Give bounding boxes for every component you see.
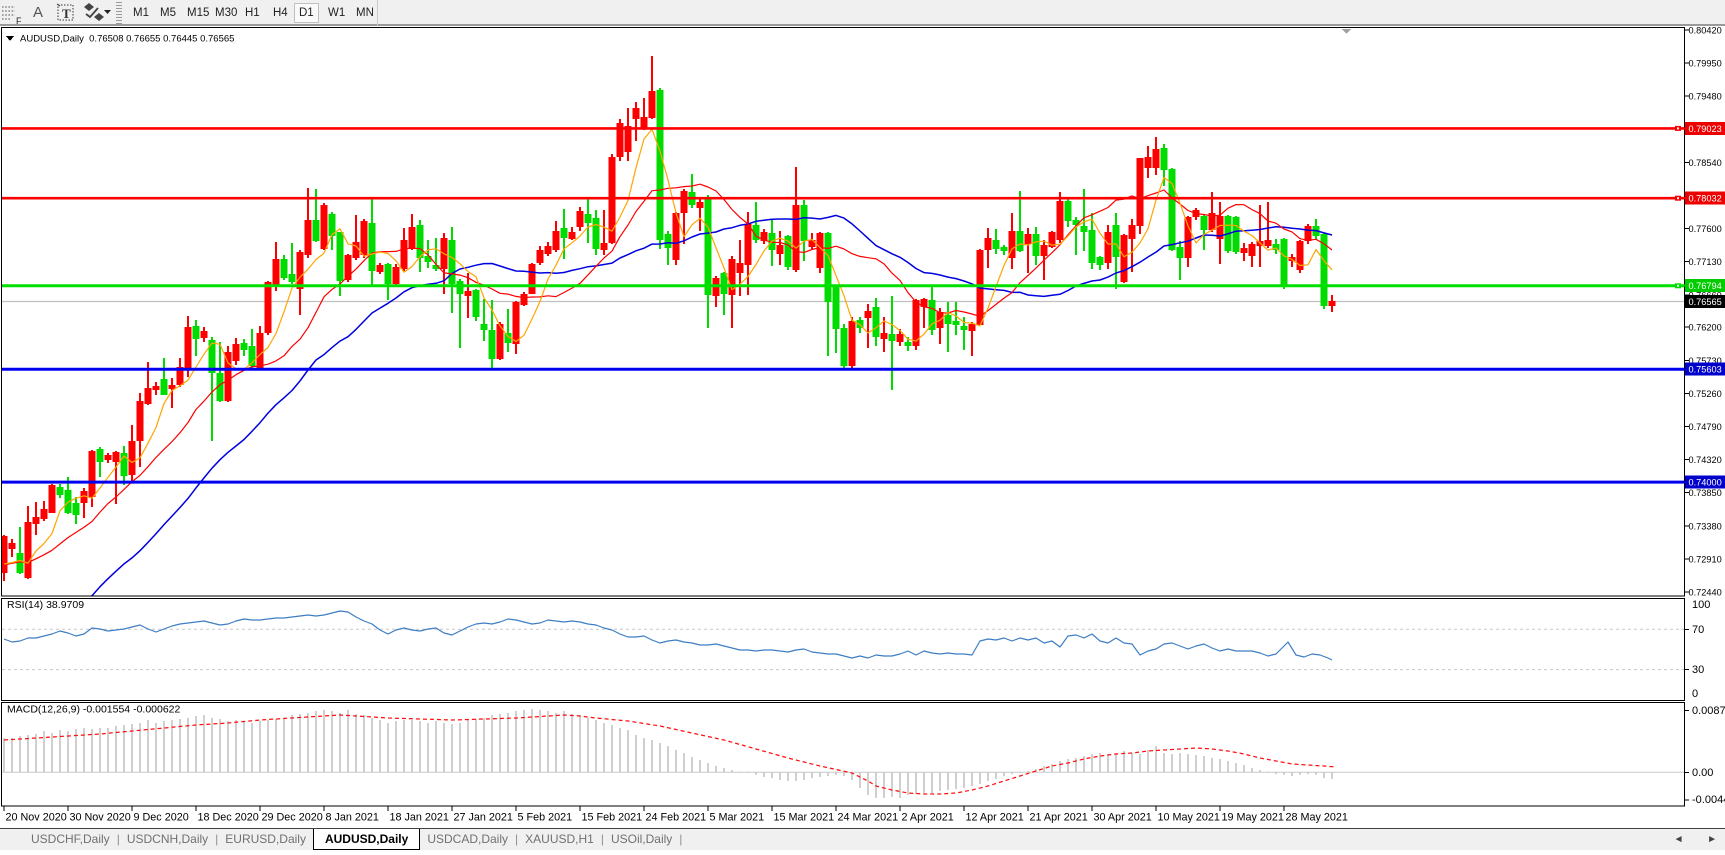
svg-text:0.74790: 0.74790 xyxy=(1689,422,1722,432)
svg-text:15 Mar 2021: 15 Mar 2021 xyxy=(774,812,835,824)
svg-text:2 Apr 2021: 2 Apr 2021 xyxy=(902,812,954,824)
svg-text:0.77600: 0.77600 xyxy=(1689,224,1722,234)
svg-text:0.75730: 0.75730 xyxy=(1689,356,1722,366)
svg-text:MACD(12,26,9) -0.001554 -0.000: MACD(12,26,9) -0.001554 -0.000622 xyxy=(7,704,181,716)
svg-text:0.72910: 0.72910 xyxy=(1689,554,1722,564)
svg-text:100: 100 xyxy=(1692,599,1710,611)
svg-text:21 Apr 2021: 21 Apr 2021 xyxy=(1030,812,1088,824)
svg-text:20 Nov 2020: 20 Nov 2020 xyxy=(6,812,67,824)
svg-text:12 Apr 2021: 12 Apr 2021 xyxy=(966,812,1024,824)
svg-text:18 Jan 2021: 18 Jan 2021 xyxy=(390,812,449,824)
svg-text:0.79950: 0.79950 xyxy=(1689,59,1722,69)
svg-text:0.80420: 0.80420 xyxy=(1689,26,1722,36)
svg-text:70: 70 xyxy=(1692,624,1704,636)
svg-text:-0.00445: -0.00445 xyxy=(1692,794,1725,806)
svg-text:0.75603: 0.75603 xyxy=(1689,365,1722,375)
svg-text:AUDUSD,Daily 0.76508 0.76655: AUDUSD,Daily 0.76508 0.76655 0.76445 0.7… xyxy=(20,34,234,45)
svg-text:0.76200: 0.76200 xyxy=(1689,323,1722,333)
svg-text:24 Feb 2021: 24 Feb 2021 xyxy=(646,812,707,824)
svg-text:T: T xyxy=(62,6,71,21)
svg-text:30 Apr 2021: 30 Apr 2021 xyxy=(1094,812,1152,824)
svg-text:0: 0 xyxy=(1692,688,1698,700)
svg-text:0.77130: 0.77130 xyxy=(1689,257,1722,267)
svg-text:29 Dec 2020: 29 Dec 2020 xyxy=(262,812,323,824)
svg-text:0.74000: 0.74000 xyxy=(1689,478,1722,488)
svg-text:0.76794: 0.76794 xyxy=(1689,281,1722,291)
svg-text:F: F xyxy=(16,16,22,26)
svg-text:0.74320: 0.74320 xyxy=(1689,455,1722,465)
svg-text:5 Feb 2021: 5 Feb 2021 xyxy=(518,812,573,824)
svg-text:10 May 2021: 10 May 2021 xyxy=(1158,812,1220,824)
svg-text:0.78032: 0.78032 xyxy=(1689,194,1722,204)
svg-text:0.72440: 0.72440 xyxy=(1689,588,1722,598)
svg-text:0.76565: 0.76565 xyxy=(1689,297,1722,307)
svg-text:19 May 2021: 19 May 2021 xyxy=(1222,812,1284,824)
svg-text:0.008782: 0.008782 xyxy=(1692,705,1725,717)
svg-text:15 Feb 2021: 15 Feb 2021 xyxy=(582,812,643,824)
svg-text:28 May 2021: 28 May 2021 xyxy=(1286,812,1348,824)
svg-text:0.75260: 0.75260 xyxy=(1689,389,1722,399)
svg-text:0.73850: 0.73850 xyxy=(1689,488,1722,498)
svg-text:9 Dec 2020: 9 Dec 2020 xyxy=(134,812,189,824)
svg-text:0.00: 0.00 xyxy=(1692,767,1713,779)
svg-text:18 Dec 2020: 18 Dec 2020 xyxy=(198,812,259,824)
svg-text:0.79023: 0.79023 xyxy=(1689,124,1722,134)
svg-text:5 Mar 2021: 5 Mar 2021 xyxy=(710,812,765,824)
svg-text:0.73380: 0.73380 xyxy=(1689,521,1722,531)
svg-text:8 Jan 2021: 8 Jan 2021 xyxy=(326,812,379,824)
svg-text:27 Jan 2021: 27 Jan 2021 xyxy=(454,812,513,824)
svg-text:30: 30 xyxy=(1692,664,1704,676)
svg-text:24 Mar 2021: 24 Mar 2021 xyxy=(838,812,899,824)
svg-text:30 Nov 2020: 30 Nov 2020 xyxy=(70,812,131,824)
svg-text:RSI(14) 38.9709: RSI(14) 38.9709 xyxy=(7,599,84,611)
svg-text:0.78540: 0.78540 xyxy=(1689,158,1722,168)
svg-text:0.79480: 0.79480 xyxy=(1689,92,1722,102)
